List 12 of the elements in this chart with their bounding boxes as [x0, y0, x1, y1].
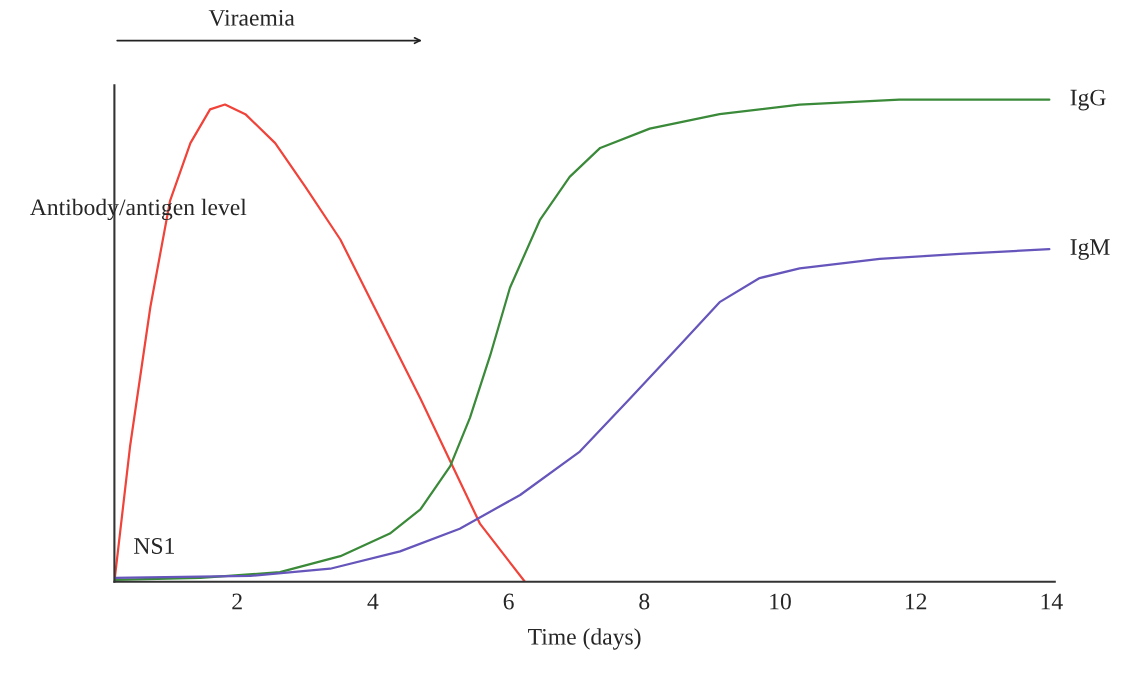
x-tick-label: 4 [367, 593, 379, 610]
x-tick-label: 12 [905, 593, 927, 610]
series-label: IgM [1070, 239, 1110, 260]
x-tick-label: 8 [639, 593, 650, 610]
x-tick-label: 2 [232, 593, 242, 610]
text: Viraemia [208, 9, 295, 26]
series-label: IgG [1070, 89, 1106, 111]
x-axis-title: Time (days) [528, 628, 641, 650]
x-tick-label: 14 [1041, 593, 1063, 610]
x-tick-label: 10 [770, 593, 791, 610]
series-label: NS1 [134, 538, 174, 554]
x-tick-label: 6 [503, 593, 514, 610]
